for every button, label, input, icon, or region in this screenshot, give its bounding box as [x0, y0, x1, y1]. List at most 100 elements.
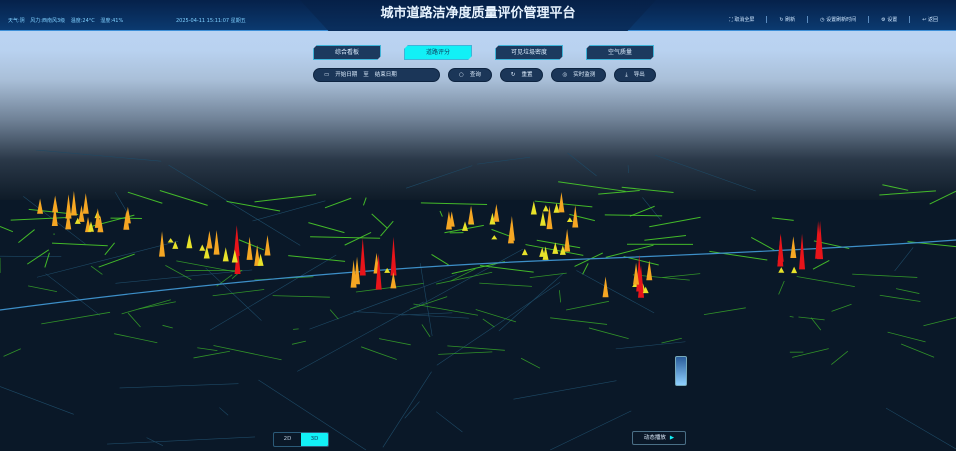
- clock-icon: ◷: [820, 17, 827, 23]
- score-bar: [375, 253, 382, 290]
- road-segment: [308, 222, 345, 234]
- humidity: 湿度:41%: [100, 18, 124, 24]
- query-button[interactable]: ○ 查询: [448, 68, 492, 82]
- toolbar: ▭ 开始日期 至 结束日期 ○ 查询 ↻ 重置 ◎ 实时监测 ⤓ 导出: [313, 68, 656, 82]
- road-segment: [379, 338, 411, 346]
- play-icon: ▶: [669, 435, 675, 441]
- tab-air-quality[interactable]: 空气质量: [586, 45, 654, 60]
- top-header: 天气:阴 风力:西南风3级 温度:24°C 湿度:41% 2025-04-11 …: [0, 0, 956, 31]
- view-3d-button[interactable]: 3D: [301, 433, 328, 446]
- minor-road: [107, 436, 255, 445]
- label: 刷新: [785, 17, 796, 23]
- export-button[interactable]: ⤓ 导出: [614, 68, 656, 82]
- road-segment: [213, 345, 282, 361]
- road-segment: [51, 242, 108, 247]
- road-segment: [569, 213, 595, 222]
- minor-road: [35, 150, 162, 162]
- minor-road: [309, 274, 458, 330]
- score-bar: [493, 203, 500, 222]
- road-segment: [355, 283, 424, 293]
- score-bar: [186, 233, 193, 249]
- road-segment: [436, 271, 493, 285]
- road-segment: [162, 324, 173, 329]
- score-bar: [167, 238, 174, 243]
- minor-road: [418, 248, 524, 307]
- view-mode-toggle: 2D 3D: [273, 432, 329, 447]
- road-segment: [159, 190, 208, 206]
- score-bar: [542, 205, 549, 212]
- score-bar: [359, 237, 366, 276]
- realtime-monitor-button[interactable]: ◎ 实时监测: [551, 68, 607, 82]
- label: 查询: [469, 72, 481, 78]
- minor-road: [477, 156, 531, 165]
- fullscreen-exit-button[interactable]: ⛶ 取消全屏: [717, 16, 768, 23]
- map-3d-view[interactable]: [0, 150, 956, 451]
- score-bar: [199, 244, 206, 251]
- reset-button[interactable]: ↻ 重置: [499, 68, 544, 82]
- road-segment: [409, 296, 448, 310]
- end-date-input[interactable]: 结束日期: [374, 72, 397, 78]
- road-segment: [27, 249, 50, 265]
- tab-overview[interactable]: 综合看板: [313, 45, 381, 60]
- score-bar: [559, 245, 566, 255]
- settings-button[interactable]: ⚙ 设置: [869, 16, 911, 23]
- tab-road-score[interactable]: 道路评分: [404, 45, 472, 60]
- road-segment: [574, 252, 603, 267]
- road-segment: [344, 231, 372, 246]
- road-segment: [165, 265, 192, 281]
- score-bar: [51, 205, 58, 227]
- road-segment: [529, 272, 567, 279]
- score-bar: [65, 210, 72, 230]
- monitor-icon: ◎: [562, 72, 568, 78]
- road-segment: [582, 263, 589, 275]
- fullscreen-exit-icon: ⛶: [729, 17, 735, 23]
- minor-road: [205, 267, 262, 321]
- road-segment: [831, 303, 852, 312]
- road-segment: [900, 343, 935, 358]
- score-bar: [646, 260, 653, 281]
- minor-road: [576, 270, 655, 314]
- dynamic-play-button[interactable]: 动态播放 ▶: [632, 431, 686, 445]
- road-segment: [479, 282, 532, 287]
- minor-road: [655, 154, 756, 192]
- minor-road: [513, 380, 617, 400]
- label: 设置: [887, 17, 898, 23]
- score-bar: [790, 236, 797, 259]
- score-bar: [642, 286, 649, 294]
- road-segment: [451, 261, 506, 275]
- label: 设置刷新时间: [826, 17, 857, 23]
- score-bar: [638, 265, 645, 298]
- score-bar: [564, 228, 571, 252]
- road-segment: [438, 351, 493, 355]
- start-date-input[interactable]: 开始日期: [335, 72, 358, 78]
- calendar-icon: ▭: [324, 72, 330, 78]
- score-bar: [78, 205, 85, 222]
- back-button[interactable]: ↩ 返回: [910, 16, 950, 23]
- score-bar: [539, 247, 546, 257]
- road-segment: [362, 197, 367, 206]
- score-bar: [233, 225, 240, 256]
- score-bar: [539, 211, 546, 226]
- refresh-button[interactable]: ↻ 刷新: [767, 16, 809, 23]
- road-segment: [887, 331, 926, 343]
- minor-road: [642, 197, 661, 221]
- road-segment: [121, 299, 171, 315]
- road-segment: [798, 316, 825, 321]
- minor-road: [615, 341, 686, 350]
- score-bar: [491, 235, 498, 240]
- set-refresh-time-button[interactable]: ◷ 设置刷新时间: [808, 16, 870, 23]
- road-segment: [226, 200, 281, 212]
- label: 实时监测: [573, 72, 596, 78]
- minor-road: [885, 407, 956, 450]
- export-icon: ⤓: [625, 72, 628, 78]
- road-segment: [291, 340, 306, 345]
- date-range-picker[interactable]: ▭ 开始日期 至 结束日期: [313, 68, 440, 82]
- gear-icon: ⚙: [881, 17, 888, 23]
- label: 返回: [927, 17, 938, 23]
- road-segment: [475, 309, 517, 323]
- view-2d-button[interactable]: 2D: [283, 436, 292, 442]
- road-segment: [482, 318, 495, 328]
- minor-road: [400, 312, 453, 316]
- tab-garbage-density[interactable]: 可见垃圾密度: [495, 45, 563, 60]
- minor-road: [419, 263, 433, 336]
